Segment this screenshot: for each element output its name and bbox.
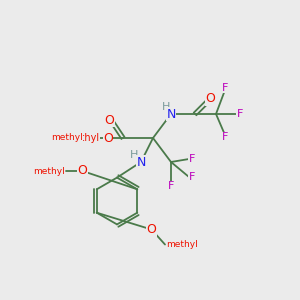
Text: H: H: [161, 102, 170, 112]
Text: F: F: [189, 172, 195, 182]
Text: O: O: [147, 223, 156, 236]
Text: N: N: [166, 107, 176, 121]
Text: methyl: methyl: [65, 133, 100, 143]
Text: F: F: [189, 154, 195, 164]
Text: H: H: [130, 150, 139, 161]
Text: O: O: [205, 92, 215, 106]
Text: F: F: [237, 109, 243, 119]
Text: F: F: [222, 132, 228, 142]
Text: F: F: [222, 82, 228, 93]
Text: methyl: methyl: [167, 240, 198, 249]
Text: O: O: [78, 164, 87, 178]
Text: methyl: methyl: [51, 134, 83, 142]
Text: methyl: methyl: [33, 167, 64, 176]
Text: O: O: [105, 113, 114, 127]
Text: O: O: [103, 131, 113, 145]
Text: F: F: [168, 181, 174, 191]
Text: N: N: [136, 155, 146, 169]
